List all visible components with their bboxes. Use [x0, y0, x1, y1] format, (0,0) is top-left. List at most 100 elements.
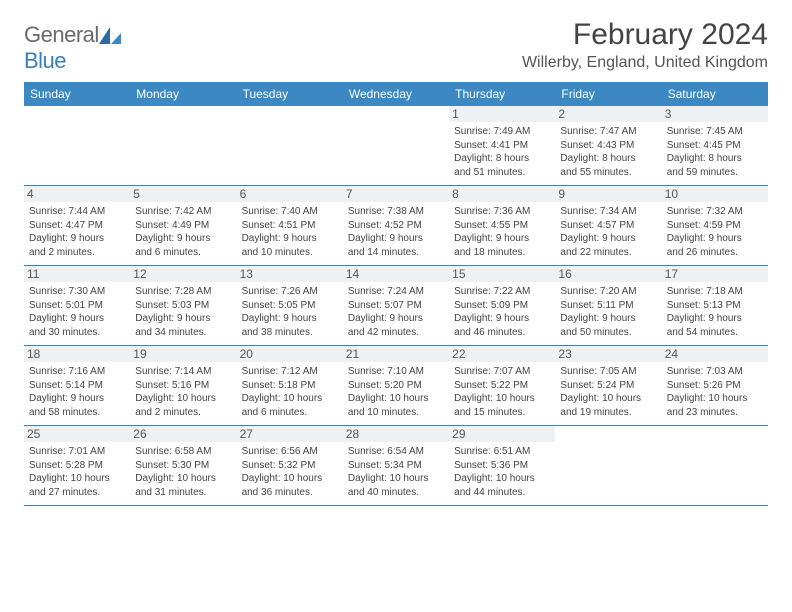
day-cell: 26Sunrise: 6:58 AMSunset: 5:30 PMDayligh… — [130, 426, 236, 505]
info-line: and 38 minutes. — [242, 326, 338, 340]
day-info: Sunrise: 6:51 AMSunset: 5:36 PMDaylight:… — [454, 445, 550, 499]
info-line: Daylight: 9 hours — [348, 232, 444, 246]
info-line: Sunset: 4:45 PM — [667, 139, 763, 153]
info-line: Sunset: 5:36 PM — [454, 459, 550, 473]
day-info: Sunrise: 7:10 AMSunset: 5:20 PMDaylight:… — [348, 365, 444, 419]
day-number: 15 — [449, 266, 555, 282]
dow: Friday — [555, 82, 661, 106]
info-line: and 2 minutes. — [135, 406, 231, 420]
info-line: Sunset: 5:16 PM — [135, 379, 231, 393]
info-line: Sunset: 5:05 PM — [242, 299, 338, 313]
info-line: and 36 minutes. — [242, 486, 338, 500]
info-line: Daylight: 10 hours — [667, 392, 763, 406]
empty-cell — [24, 106, 130, 185]
day-cell: 19Sunrise: 7:14 AMSunset: 5:16 PMDayligh… — [130, 346, 236, 425]
day-number: 26 — [130, 426, 236, 442]
day-info: Sunrise: 7:42 AMSunset: 4:49 PMDaylight:… — [135, 205, 231, 259]
day-number: 24 — [662, 346, 768, 362]
weeks-container: 1Sunrise: 7:49 AMSunset: 4:41 PMDaylight… — [24, 106, 768, 506]
info-line: and 51 minutes. — [454, 166, 550, 180]
info-line: Daylight: 9 hours — [560, 312, 656, 326]
info-line: Sunset: 4:47 PM — [29, 219, 125, 233]
day-info: Sunrise: 7:07 AMSunset: 5:22 PMDaylight:… — [454, 365, 550, 419]
info-line: Sunset: 4:52 PM — [348, 219, 444, 233]
info-line: and 40 minutes. — [348, 486, 444, 500]
day-number: 27 — [237, 426, 343, 442]
info-line: and 27 minutes. — [29, 486, 125, 500]
info-line: Sunrise: 7:01 AM — [29, 445, 125, 459]
info-line: and 30 minutes. — [29, 326, 125, 340]
day-cell: 3Sunrise: 7:45 AMSunset: 4:45 PMDaylight… — [662, 106, 768, 185]
info-line: Sunset: 5:03 PM — [135, 299, 231, 313]
info-line: Sunset: 4:43 PM — [560, 139, 656, 153]
info-line: Daylight: 10 hours — [348, 472, 444, 486]
info-line: Sunset: 5:34 PM — [348, 459, 444, 473]
info-line: Sunset: 5:07 PM — [348, 299, 444, 313]
week-row: 11 Sunrise: 7:30 AMSunset: 5:01 PMDayligh… — [24, 266, 768, 346]
info-line: Sunset: 5:22 PM — [454, 379, 550, 393]
day-info: Sunrise: 7:05 AMSunset: 5:24 PMDaylight:… — [560, 365, 656, 419]
week-row: 18Sunrise: 7:16 AMSunset: 5:14 PMDayligh… — [24, 346, 768, 426]
info-line: Sunset: 4:51 PM — [242, 219, 338, 233]
info-line: and 59 minutes. — [667, 166, 763, 180]
day-number: 13 — [237, 266, 343, 282]
day-info: Sunrise: 7:32 AMSunset: 4:59 PMDaylight:… — [667, 205, 763, 259]
dow-header: Sunday Monday Tuesday Wednesday Thursday… — [24, 82, 768, 106]
day-number: 10 — [662, 186, 768, 202]
day-info: Sunrise: 7:45 AMSunset: 4:45 PMDaylight:… — [667, 125, 763, 179]
header: General Blue February 2024 Willerby, Eng… — [24, 18, 768, 74]
info-line: Sunset: 4:57 PM — [560, 219, 656, 233]
empty-cell — [555, 426, 661, 505]
info-line: Sunrise: 7:40 AM — [242, 205, 338, 219]
info-line: and 10 minutes. — [242, 246, 338, 260]
info-line: Sunrise: 7:18 AM — [667, 285, 763, 299]
day-number: 11 — [24, 266, 130, 282]
info-line: Daylight: 10 hours — [29, 472, 125, 486]
info-line: and 18 minutes. — [454, 246, 550, 260]
info-line: Sunset: 4:55 PM — [454, 219, 550, 233]
info-line: Daylight: 10 hours — [454, 392, 550, 406]
info-line: and 2 minutes. — [29, 246, 125, 260]
day-number: 22 — [449, 346, 555, 362]
calendar-page: General Blue February 2024 Willerby, Eng… — [0, 0, 792, 524]
dow: Tuesday — [237, 82, 343, 106]
calendar: Sunday Monday Tuesday Wednesday Thursday… — [24, 82, 768, 506]
info-line: Sunset: 5:26 PM — [667, 379, 763, 393]
day-cell: 1Sunrise: 7:49 AMSunset: 4:41 PMDaylight… — [449, 106, 555, 185]
day-number: 28 — [343, 426, 449, 442]
info-line: and 10 minutes. — [348, 406, 444, 420]
info-line: and 6 minutes. — [242, 406, 338, 420]
day-number: 23 — [555, 346, 661, 362]
info-line: and 31 minutes. — [135, 486, 231, 500]
info-line: Sunrise: 7:05 AM — [560, 365, 656, 379]
day-info: Sunrise: 7:47 AMSunset: 4:43 PMDaylight:… — [560, 125, 656, 179]
day-number: 5 — [130, 186, 236, 202]
info-line: Daylight: 9 hours — [348, 312, 444, 326]
day-cell: 7Sunrise: 7:38 AMSunset: 4:52 PMDaylight… — [343, 186, 449, 265]
info-line: Daylight: 9 hours — [454, 232, 550, 246]
info-line: Daylight: 9 hours — [29, 312, 125, 326]
info-line: Daylight: 9 hours — [29, 392, 125, 406]
day-info: Sunrise: 7:03 AMSunset: 5:26 PMDaylight:… — [667, 365, 763, 419]
info-line: Daylight: 10 hours — [135, 472, 231, 486]
day-cell: 15Sunrise: 7:22 AMSunset: 5:09 PMDayligh… — [449, 266, 555, 345]
dow: Saturday — [662, 82, 768, 106]
info-line: Daylight: 10 hours — [242, 472, 338, 486]
info-line: Sunset: 5:24 PM — [560, 379, 656, 393]
day-cell: 27Sunrise: 6:56 AMSunset: 5:32 PMDayligh… — [237, 426, 343, 505]
week-row: 4Sunrise: 7:44 AMSunset: 4:47 PMDaylight… — [24, 186, 768, 266]
info-line: and 42 minutes. — [348, 326, 444, 340]
day-number: 16 — [555, 266, 661, 282]
info-line: Daylight: 10 hours — [135, 392, 231, 406]
info-line: Sunset: 5:30 PM — [135, 459, 231, 473]
day-cell: 17Sunrise: 7:18 AMSunset: 5:13 PMDayligh… — [662, 266, 768, 345]
info-line: Daylight: 9 hours — [135, 312, 231, 326]
info-line: Daylight: 8 hours — [454, 152, 550, 166]
info-line: Sunrise: 7:14 AM — [135, 365, 231, 379]
info-line: Daylight: 10 hours — [242, 392, 338, 406]
day-number: 4 — [24, 186, 130, 202]
info-line: Sunrise: 7:30 AM — [29, 285, 125, 299]
day-number: 9 — [555, 186, 661, 202]
info-line: Sunrise: 7:20 AM — [560, 285, 656, 299]
day-info: Sunrise: 7:30 AMSunset: 5:01 PMDaylight:… — [29, 285, 125, 339]
